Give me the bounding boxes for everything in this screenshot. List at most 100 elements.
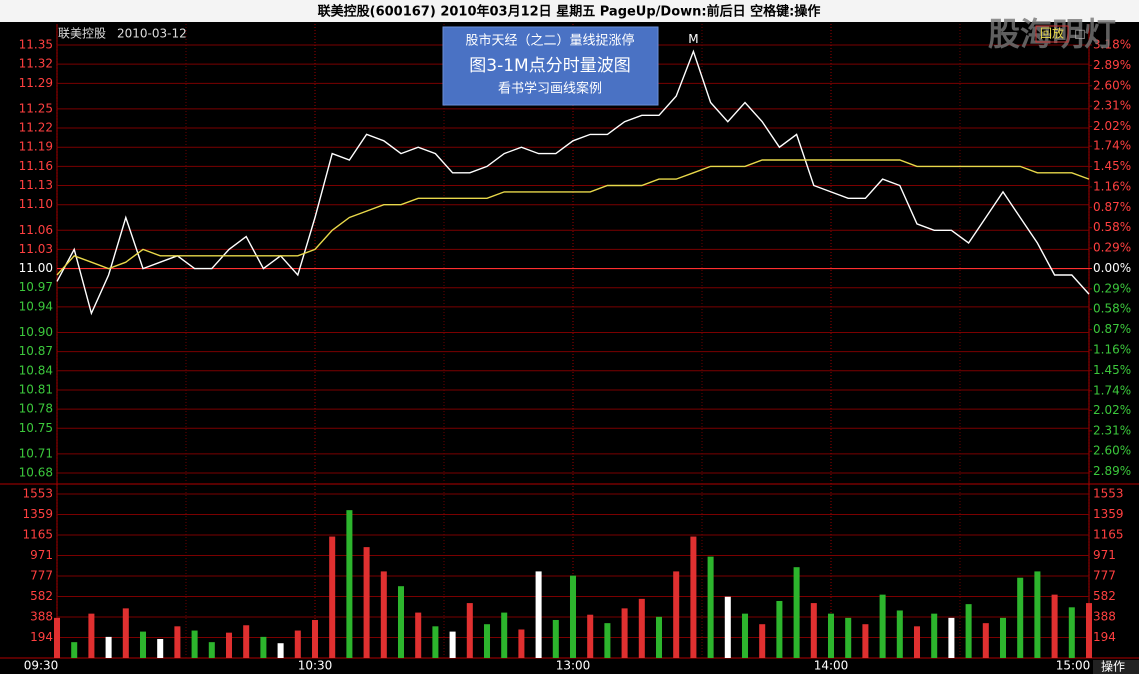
y2-tick-label: 388 xyxy=(1093,610,1116,624)
volume-bar xyxy=(449,631,456,658)
y2-tick-label: 0.58% xyxy=(1093,220,1131,234)
y-tick-label: 11.29 xyxy=(19,76,53,90)
y-tick-label: 10.90 xyxy=(19,325,53,339)
y2-tick-label: 2.31% xyxy=(1093,423,1131,437)
volume-bar xyxy=(294,630,301,658)
volume-bar xyxy=(122,608,129,658)
toggle-icon[interactable]: □ xyxy=(1074,27,1085,41)
annotation-box xyxy=(442,26,659,106)
y2-tick-label: 2.60% xyxy=(1093,78,1131,92)
y2-tick-label: 971 xyxy=(1093,548,1116,562)
y-tick-label: 10.75 xyxy=(19,421,53,435)
y2-tick-label: 1.16% xyxy=(1093,343,1131,357)
y2-tick-label: 582 xyxy=(1093,589,1116,603)
y-tick-label: 777 xyxy=(30,568,53,582)
volume-bar xyxy=(415,612,422,658)
y-tick-label: 11.22 xyxy=(19,121,53,135)
window-title: 联美控股(600167) 2010年03月12日 星期五 PageUp/Down… xyxy=(318,4,821,20)
y-tick-label: 10.68 xyxy=(19,466,53,480)
date: 2010-03-12 xyxy=(117,27,187,41)
volume-bar xyxy=(157,638,164,658)
y-tick-label: 194 xyxy=(30,630,53,644)
volume-bar xyxy=(724,596,731,658)
y-tick-label: 971 xyxy=(30,548,53,562)
volume-bar xyxy=(759,624,766,658)
volume-bar xyxy=(88,613,95,658)
y2-tick-label: 0.00% xyxy=(1093,261,1131,275)
volume-bar xyxy=(243,625,250,658)
y-tick-label: 10.81 xyxy=(19,382,53,396)
y2-tick-label: 1.74% xyxy=(1093,383,1131,397)
y2-tick-label: 1.74% xyxy=(1093,139,1131,153)
y-tick-label: 582 xyxy=(30,589,53,603)
volume-bar xyxy=(363,547,370,658)
y2-tick-label: 2.89% xyxy=(1093,464,1131,478)
y2-tick-label: 0.29% xyxy=(1093,281,1131,295)
y2-tick-label: 777 xyxy=(1093,568,1116,582)
y-tick-label: 11.03 xyxy=(19,242,53,256)
stock-name: 联美控股 xyxy=(58,27,106,41)
y-tick-label: 10.94 xyxy=(19,299,53,313)
volume-bar xyxy=(1051,594,1058,658)
peak-label: M xyxy=(688,32,698,46)
y-tick-label: 11.06 xyxy=(19,223,53,237)
y2-tick-label: 2.89% xyxy=(1093,58,1131,72)
y2-tick-label: 1.45% xyxy=(1093,159,1131,173)
volume-bar xyxy=(879,594,886,658)
annotation-text: 股市天经（之二）量线捉涨停 xyxy=(465,33,634,49)
annotation-text: 看书学习画线案例 xyxy=(498,81,602,97)
y2-tick-label: 0.58% xyxy=(1093,302,1131,316)
y2-tick-label: 1.16% xyxy=(1093,179,1131,193)
y-tick-label: 1553 xyxy=(22,487,53,501)
volume-bar xyxy=(793,567,800,658)
volume-bar xyxy=(208,642,215,658)
volume-bar xyxy=(518,629,525,658)
volume-bar xyxy=(501,612,508,658)
x-tick-label: 14:00 xyxy=(814,659,849,673)
y2-tick-label: 1.45% xyxy=(1093,363,1131,377)
volume-bar xyxy=(845,617,852,658)
y2-tick-label: 0.87% xyxy=(1093,200,1131,214)
menu-label[interactable]: 操作 xyxy=(1101,659,1125,674)
y-tick-label: 388 xyxy=(30,610,53,624)
replay-button[interactable] xyxy=(1035,25,1069,43)
volume-bar xyxy=(466,603,473,658)
y-tick-label: 11.32 xyxy=(19,57,53,71)
y-tick-label: 11.00 xyxy=(19,261,53,275)
y2-tick-label: 1165 xyxy=(1093,527,1124,541)
annotation-text: 图3-1M点分时量波图 xyxy=(469,56,630,76)
volume-bar xyxy=(1034,571,1041,658)
replay-label[interactable]: 回放 xyxy=(1040,26,1064,41)
volume-bar xyxy=(71,642,78,658)
volume-bar xyxy=(913,626,921,658)
volume-bar xyxy=(862,624,869,658)
volume-bar xyxy=(53,617,61,658)
y2-tick-label: 0.87% xyxy=(1093,322,1131,336)
menu-bg[interactable] xyxy=(1093,660,1139,674)
y2-tick-label: 2.02% xyxy=(1093,403,1131,417)
volume-bar xyxy=(105,636,112,658)
volume-bar xyxy=(277,643,284,658)
volume-bar xyxy=(982,623,989,658)
price-line xyxy=(56,49,1090,316)
volume-bar xyxy=(569,575,577,658)
volume-bar xyxy=(931,613,938,658)
volume-bar xyxy=(948,617,955,658)
volume-bar xyxy=(535,571,542,658)
volume-bar xyxy=(673,571,680,658)
y2-tick-label: 2.31% xyxy=(1093,99,1131,113)
volume-bar xyxy=(587,614,594,658)
volume-bar xyxy=(346,510,353,658)
y-tick-label: 11.16 xyxy=(19,159,53,173)
volume-bar xyxy=(638,598,645,658)
y-tick-label: 11.13 xyxy=(19,178,53,192)
watermark: 股海明灯 xyxy=(988,15,1116,53)
volume-bar xyxy=(965,604,972,658)
volume-bar xyxy=(397,586,405,658)
y-tick-label: 1165 xyxy=(22,527,53,541)
volume-bar xyxy=(380,571,387,658)
y-tick-label: 11.35 xyxy=(19,38,53,52)
y2-tick-label: 2.02% xyxy=(1093,119,1131,133)
volume-bar xyxy=(174,626,181,658)
